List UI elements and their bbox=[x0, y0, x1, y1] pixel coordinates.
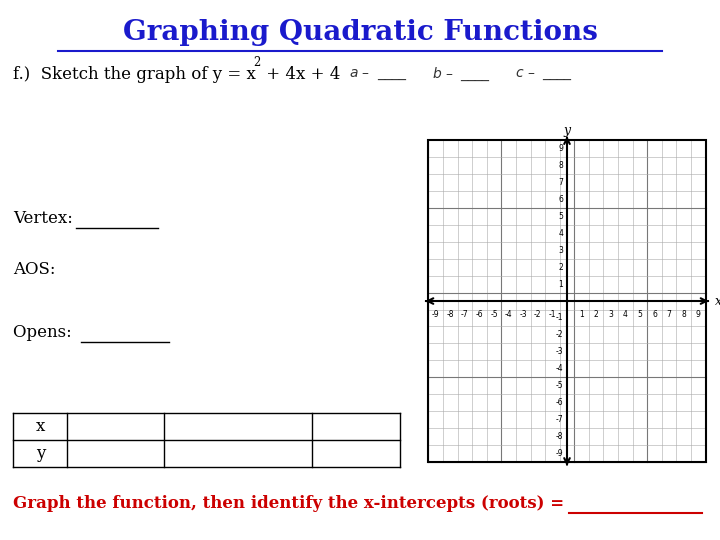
Text: Graph the function, then identify the x-intercepts (roots) =: Graph the function, then identify the x-… bbox=[13, 495, 575, 512]
Text: -7: -7 bbox=[556, 415, 563, 424]
Text: 5: 5 bbox=[559, 212, 563, 221]
Text: -8: -8 bbox=[556, 432, 563, 441]
Text: -2: -2 bbox=[556, 330, 563, 339]
Text: -8: -8 bbox=[446, 310, 454, 319]
Text: 9: 9 bbox=[696, 310, 701, 319]
Text: 9: 9 bbox=[559, 144, 563, 153]
Text: 2: 2 bbox=[559, 263, 563, 272]
Text: AOS:: AOS: bbox=[13, 261, 55, 279]
Text: 1: 1 bbox=[559, 280, 563, 289]
Text: -9: -9 bbox=[432, 310, 439, 319]
Text: y: y bbox=[564, 124, 570, 137]
Text: x: x bbox=[35, 418, 45, 435]
Text: 4: 4 bbox=[559, 229, 563, 238]
Text: x: x bbox=[715, 294, 720, 308]
Text: y: y bbox=[35, 445, 45, 462]
Text: -6: -6 bbox=[476, 310, 483, 319]
Text: -1: -1 bbox=[556, 313, 563, 322]
Text: 2: 2 bbox=[594, 310, 598, 319]
Text: -2: -2 bbox=[534, 310, 541, 319]
Text: 4: 4 bbox=[623, 310, 628, 319]
Text: $c$ –  ____: $c$ – ____ bbox=[515, 68, 572, 82]
Text: -4: -4 bbox=[505, 310, 513, 319]
Text: 8: 8 bbox=[559, 161, 563, 170]
Text: Graphing Quadratic Functions: Graphing Quadratic Functions bbox=[122, 19, 598, 46]
Text: 6: 6 bbox=[652, 310, 657, 319]
Text: 7: 7 bbox=[667, 310, 672, 319]
Text: Opens:: Opens: bbox=[13, 323, 82, 341]
Text: -5: -5 bbox=[556, 381, 563, 390]
Text: 5: 5 bbox=[637, 310, 642, 319]
Text: $a$ –  ____: $a$ – ____ bbox=[349, 68, 408, 82]
Text: 1: 1 bbox=[579, 310, 584, 319]
Text: -3: -3 bbox=[556, 347, 563, 356]
Text: f.)  Sketch the graph of y = x: f.) Sketch the graph of y = x bbox=[13, 66, 256, 83]
Text: Vertex:: Vertex: bbox=[13, 210, 84, 227]
Text: -9: -9 bbox=[556, 449, 563, 458]
Text: -6: -6 bbox=[556, 398, 563, 407]
Text: 2: 2 bbox=[253, 56, 261, 69]
Bar bbox=[428, 140, 706, 462]
Text: -5: -5 bbox=[490, 310, 498, 319]
Text: 6: 6 bbox=[559, 195, 563, 204]
Text: 3: 3 bbox=[559, 246, 563, 255]
Text: + 4x + 4: + 4x + 4 bbox=[261, 66, 340, 83]
Text: -1: -1 bbox=[549, 310, 556, 319]
Text: -3: -3 bbox=[519, 310, 527, 319]
Text: $b$ –  ____: $b$ – ____ bbox=[432, 66, 491, 83]
Text: 3: 3 bbox=[608, 310, 613, 319]
Text: -4: -4 bbox=[556, 364, 563, 373]
Text: -7: -7 bbox=[461, 310, 469, 319]
Text: 8: 8 bbox=[681, 310, 686, 319]
Text: 7: 7 bbox=[559, 178, 563, 187]
